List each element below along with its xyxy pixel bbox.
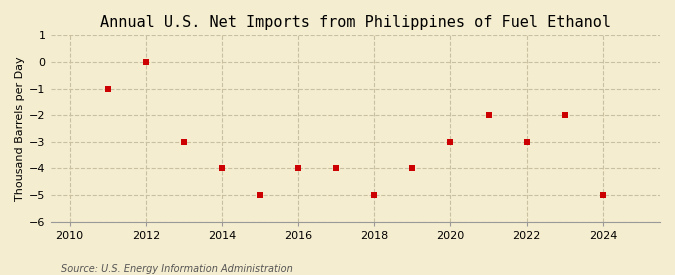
Point: [217, 166, 227, 171]
Point: [103, 86, 113, 91]
Point: [560, 113, 570, 117]
Point: [597, 193, 608, 197]
Title: Annual U.S. Net Imports from Philippines of Fuel Ethanol: Annual U.S. Net Imports from Philippines…: [100, 15, 611, 30]
Point: [331, 166, 342, 171]
Point: [445, 140, 456, 144]
Point: [483, 113, 494, 117]
Point: [254, 193, 265, 197]
Point: [407, 166, 418, 171]
Point: [178, 140, 189, 144]
Y-axis label: Thousand Barrels per Day: Thousand Barrels per Day: [15, 56, 25, 201]
Point: [369, 193, 380, 197]
Point: [293, 166, 304, 171]
Text: Source: U.S. Energy Information Administration: Source: U.S. Energy Information Administ…: [61, 264, 292, 274]
Point: [140, 60, 151, 64]
Point: [521, 140, 532, 144]
